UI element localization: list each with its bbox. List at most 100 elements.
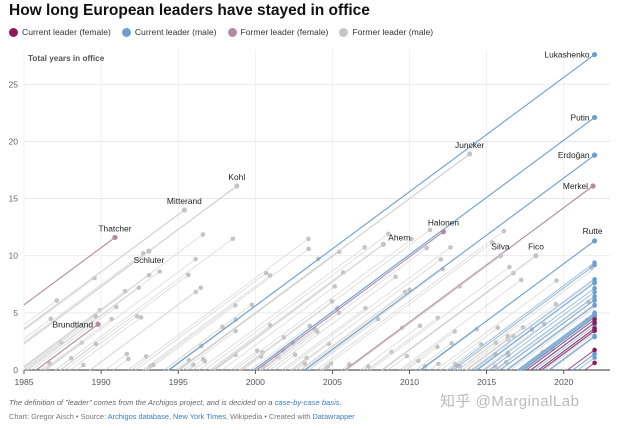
former-leader-line [382, 272, 514, 371]
x-tick-label: 1995 [169, 377, 188, 386]
current-leader-point [592, 355, 597, 360]
leader-point [591, 114, 598, 121]
former-leader-line [299, 291, 406, 371]
former-leader-line [265, 331, 318, 371]
current-leader-line [452, 264, 595, 371]
former-leader-point [220, 324, 225, 330]
former-leader-line [231, 350, 258, 371]
former-leader-point [417, 323, 423, 329]
current-leader-point [592, 293, 597, 299]
former-leader-line [458, 342, 497, 371]
former-leader-line [461, 335, 509, 371]
leader-point [181, 207, 187, 213]
former-leader-point [198, 285, 204, 291]
leader-line [168, 54, 595, 371]
x-tick-label: 2005 [323, 377, 342, 386]
background-series [23, 227, 595, 371]
former-leader-line [23, 252, 144, 342]
former-leader-point [409, 236, 414, 242]
former-leader-line [23, 300, 58, 326]
former-leader-line [44, 342, 83, 371]
legend-item-former-male[interactable]: Former leader (male) [339, 27, 433, 37]
legend-item-current-female[interactable]: Current leader (female) [9, 27, 111, 37]
leader-line [23, 250, 150, 345]
leader-label: Erdoğan [558, 150, 590, 160]
former-leader-line [221, 286, 336, 371]
y-tick-label: 5 [13, 308, 18, 318]
current-female-line [541, 330, 595, 371]
former-leader-line [179, 251, 340, 371]
former-leader-point [48, 316, 54, 322]
leader-point [440, 229, 447, 235]
leader-line [419, 240, 595, 371]
former-leader-line [446, 344, 482, 371]
current-leader-line [500, 299, 595, 371]
x-tick-label: 2000 [246, 377, 265, 386]
case-by-case-link[interactable]: case-by-case basis [274, 398, 340, 407]
former-leader-point [493, 340, 499, 346]
former-leader-point [493, 364, 498, 369]
former-leader-line [105, 353, 128, 371]
former-leader-line [290, 357, 307, 371]
former-leader-line [188, 358, 204, 371]
former-leader-line [127, 356, 147, 371]
leader-line [256, 231, 444, 371]
former-leader-line [131, 238, 309, 371]
current-female-point [592, 360, 597, 366]
nyt-link[interactable]: New York Times [173, 412, 227, 421]
former-leader-line [60, 343, 97, 371]
former-leader-line [23, 234, 204, 368]
former-leader-line [163, 326, 223, 371]
former-leader-line [415, 342, 452, 371]
datawrapper-link[interactable]: Datawrapper [312, 412, 355, 421]
former-leader-line [367, 317, 439, 371]
former-leader-line [42, 318, 112, 371]
former-leader-point [375, 316, 381, 322]
former-leader-point [68, 356, 74, 361]
former-leader-point [404, 353, 410, 359]
former-leader-line [23, 290, 126, 367]
former-leader-point [124, 351, 130, 357]
current-leader-point [592, 351, 597, 357]
leader-line [213, 243, 384, 371]
current-leader-line [534, 325, 595, 371]
former-leader-point [233, 352, 238, 358]
former-leader-line [473, 353, 496, 371]
legend-item-former-female[interactable]: Former leader (female) [227, 27, 328, 37]
former-leader-point [501, 228, 507, 234]
former-leader-line [113, 358, 129, 371]
former-leader-point [292, 352, 298, 358]
former-leader-point [150, 362, 156, 368]
current-leader-line [499, 299, 595, 371]
legend-swatch-current-male [121, 27, 131, 37]
former-leader-line [214, 354, 236, 371]
y-tick-label: 15 [8, 194, 18, 204]
leader-label: Ahern [388, 232, 411, 242]
leader-line [381, 255, 537, 371]
archigos-link[interactable]: Archigos database [107, 412, 169, 421]
former-leader-line [421, 328, 477, 371]
former-leader-point [362, 245, 367, 250]
former-leader-point [427, 227, 433, 233]
former-leader-line [211, 272, 344, 371]
current-female-point [592, 317, 597, 322]
former-leader-point [520, 325, 526, 330]
legend: Current leader (female) Current leader (… [9, 27, 433, 37]
former-leader-line [89, 287, 202, 371]
current-leader-line [529, 321, 595, 371]
x-tick-label: 2015 [477, 377, 496, 386]
former-leader-point [136, 285, 142, 291]
current-leader-line [548, 335, 595, 371]
current-female-line [530, 322, 595, 371]
legend-item-current-male[interactable]: Current leader (male) [121, 27, 217, 37]
former-leader-line [198, 246, 365, 371]
current-female-point [592, 320, 597, 326]
leader-point [591, 51, 598, 58]
current-leader-point [592, 303, 597, 308]
former-leader-line [281, 307, 366, 371]
x-tick-label: 2010 [400, 377, 419, 386]
current-leader-line [494, 295, 595, 371]
leader-label: Juncker [455, 140, 485, 150]
former-leader-line [284, 247, 451, 371]
former-leader-line [23, 274, 150, 369]
